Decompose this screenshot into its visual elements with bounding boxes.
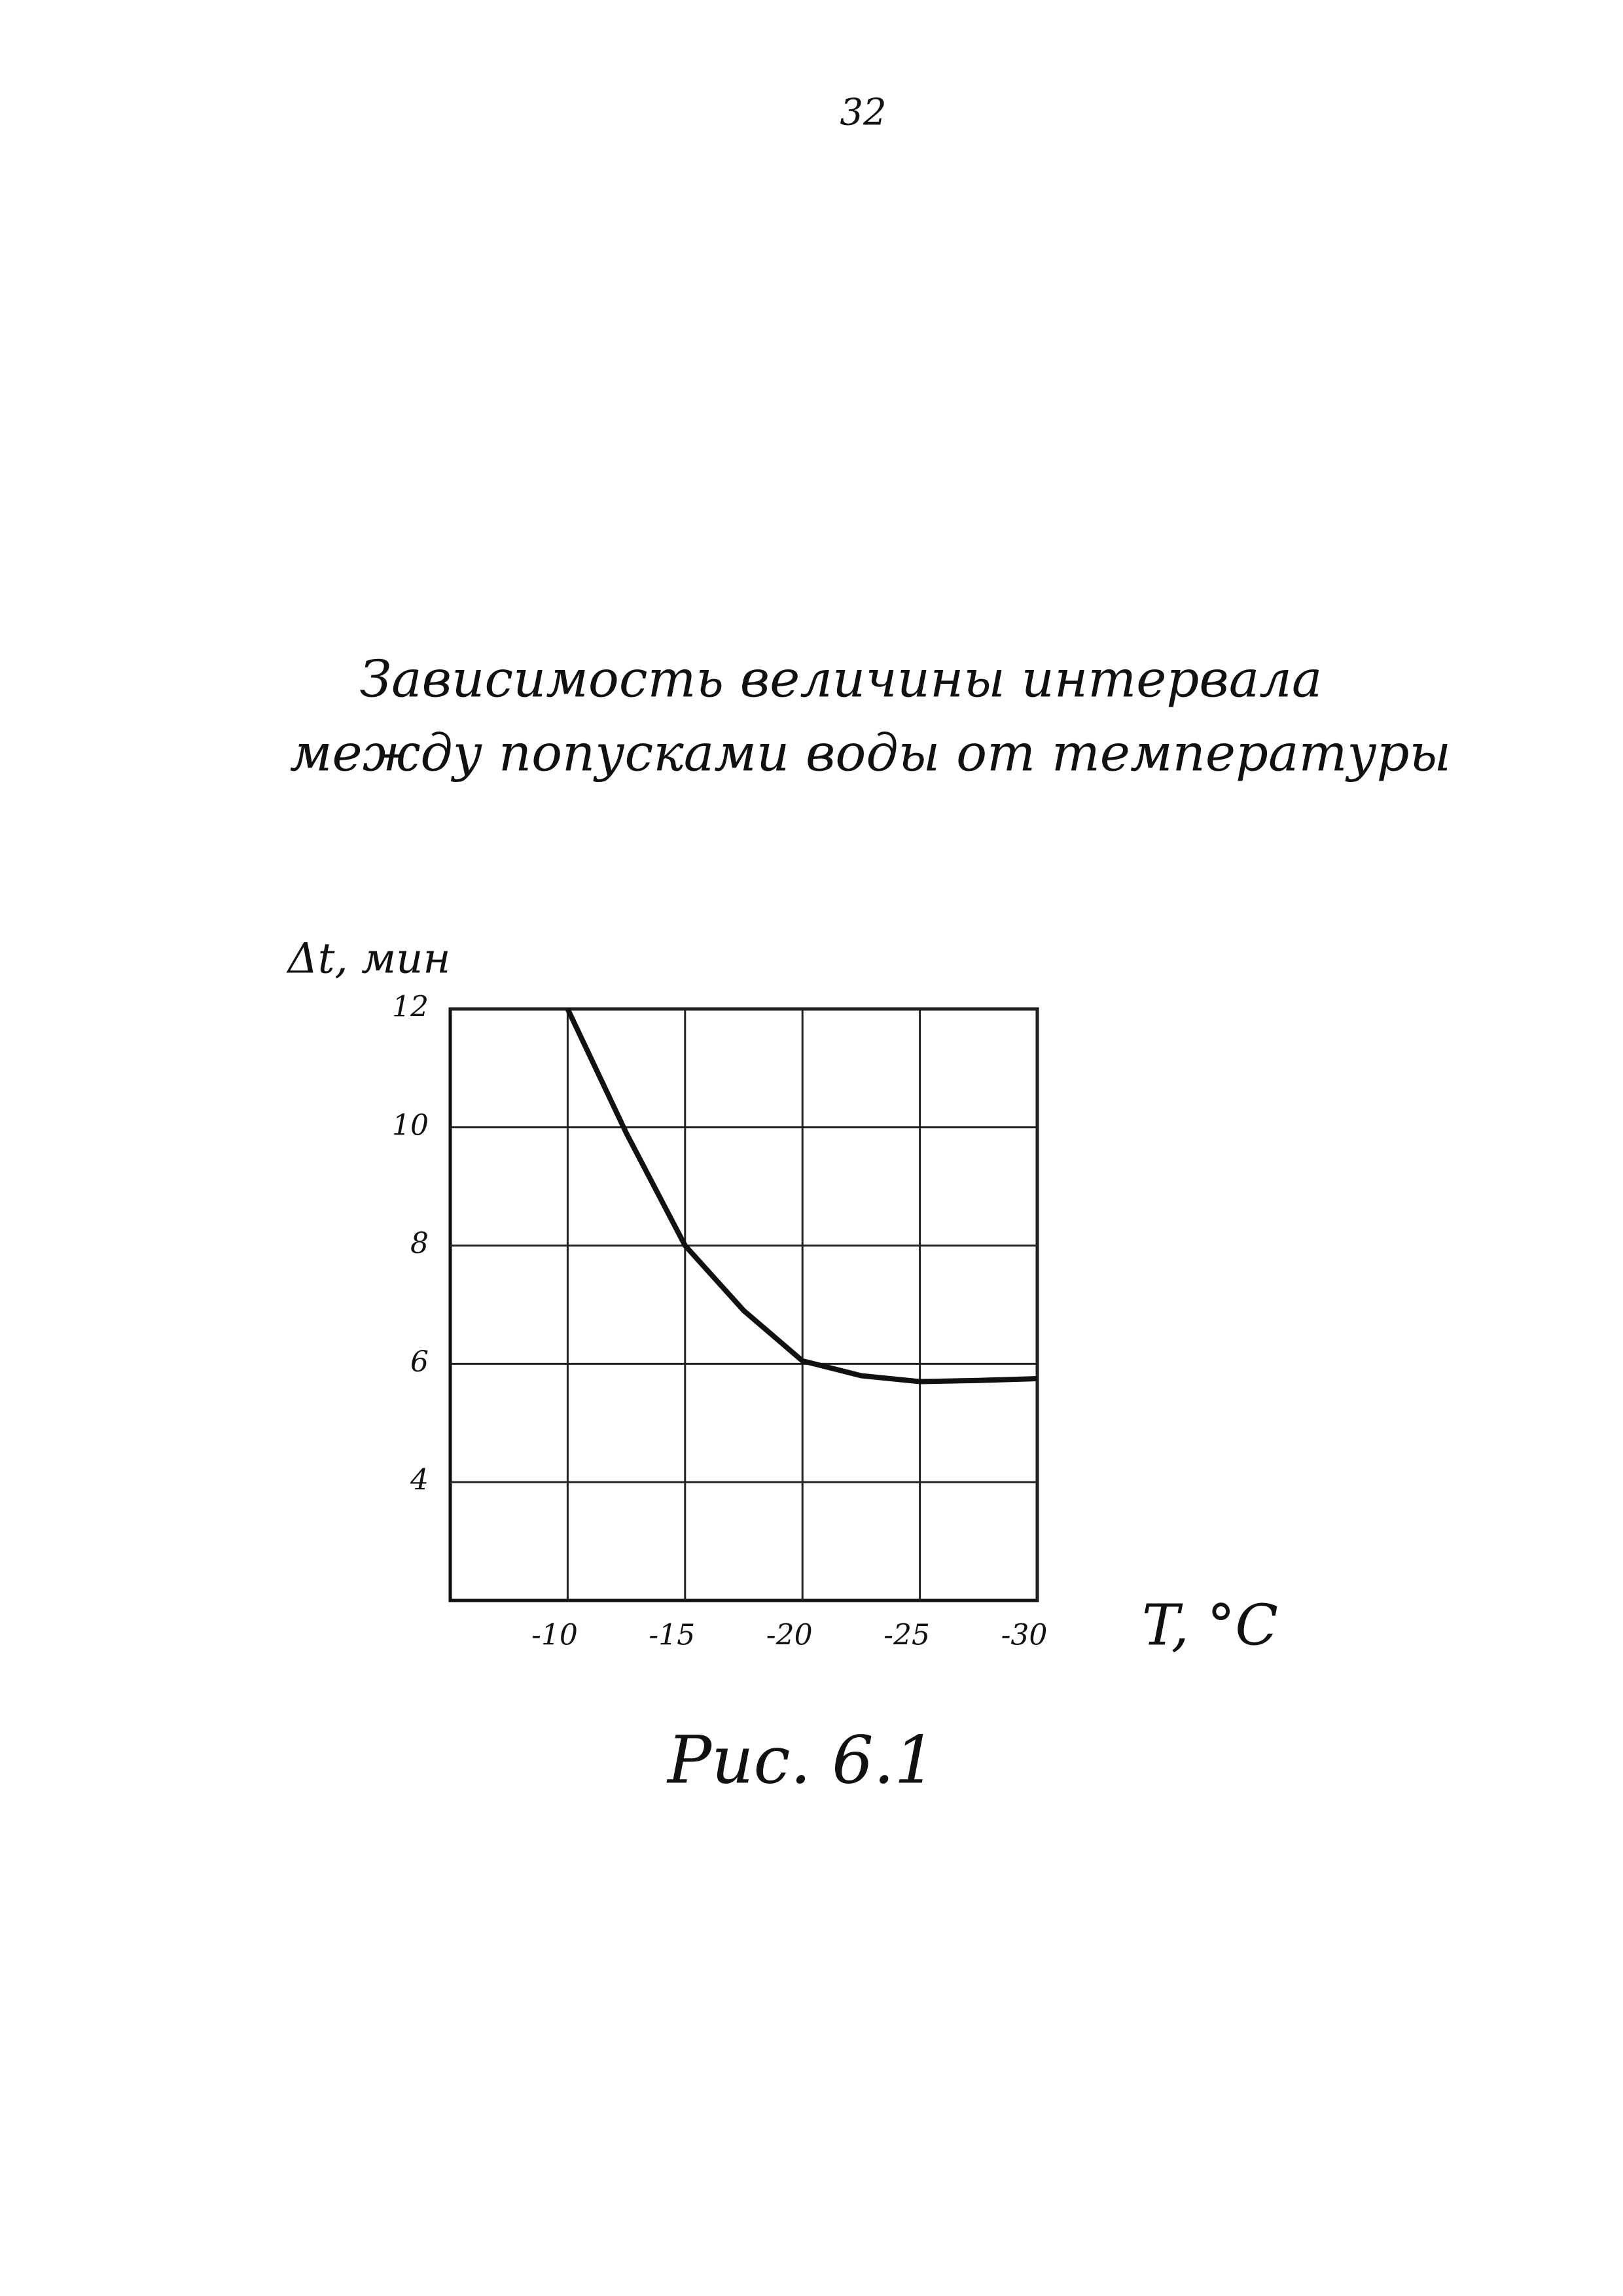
chart-title: между попусками воды от температуры [290, 724, 1451, 783]
y-tick-label: 4 [410, 1464, 429, 1497]
y-tick-label: 12 [392, 991, 429, 1024]
plot-frame [448, 1007, 1039, 1602]
y-tick-label: 10 [392, 1108, 429, 1142]
page-number: 32 [840, 92, 886, 134]
x-tick-label: -20 [766, 1619, 813, 1652]
data-line [565, 1008, 1038, 1385]
x-tick-label: -25 [883, 1619, 930, 1652]
figure-caption: Рис. 6.1 [666, 1722, 936, 1799]
x-tick-label: -30 [1001, 1619, 1048, 1652]
x-tick-label: -15 [649, 1619, 695, 1652]
x-tick-label: -10 [531, 1619, 578, 1652]
y-tick-label: 8 [410, 1227, 429, 1260]
y-axis-label: Δt, мин [285, 935, 450, 983]
y-tick-label: 6 [410, 1345, 429, 1379]
chart-title: Зависимость величины интервала [360, 650, 1323, 709]
x-axis-label: T, °C [1142, 1593, 1278, 1659]
